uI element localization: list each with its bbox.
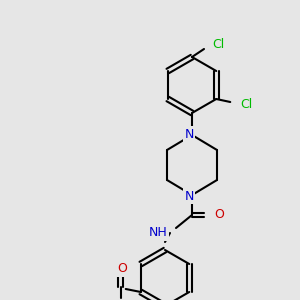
Text: Cl: Cl — [240, 98, 253, 110]
Text: NH: NH — [149, 226, 168, 239]
Text: O: O — [117, 262, 127, 275]
Text: N: N — [184, 128, 194, 140]
Text: O: O — [214, 208, 224, 221]
Text: N: N — [184, 190, 194, 202]
Text: Cl: Cl — [212, 38, 224, 52]
